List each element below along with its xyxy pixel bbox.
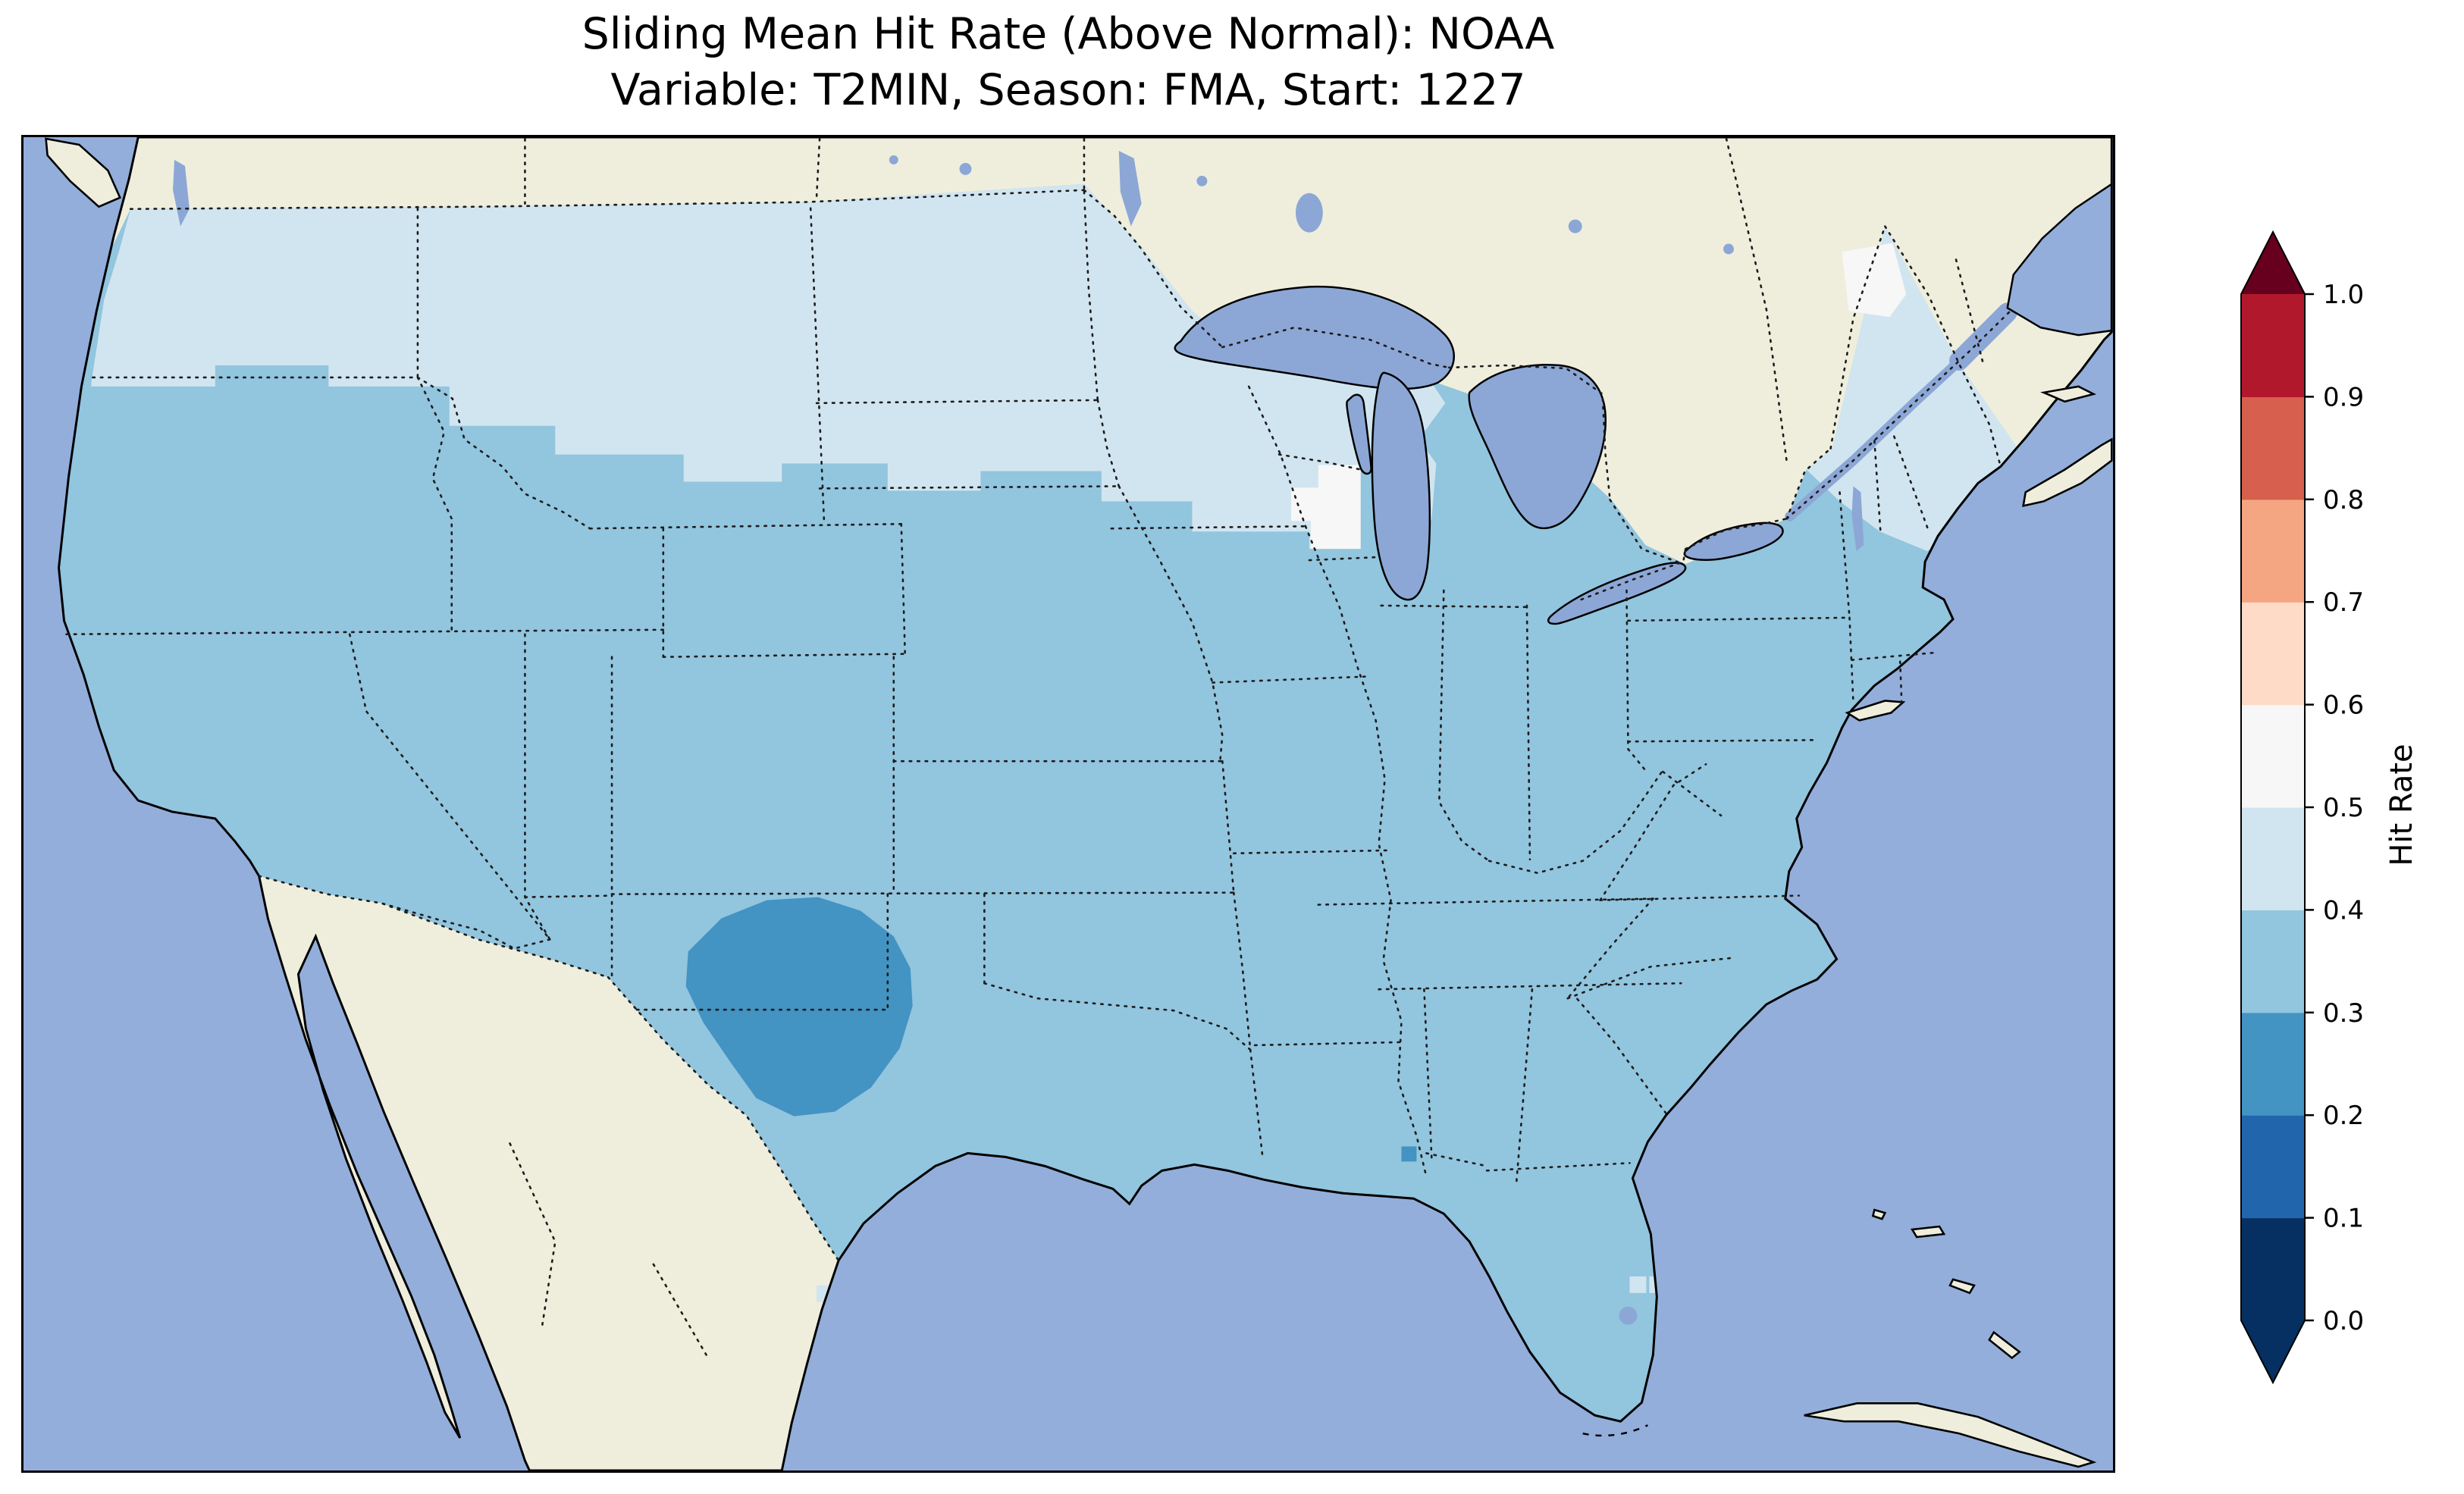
prince-edward-island xyxy=(2040,385,2097,403)
colorbar-segment xyxy=(2241,807,2305,910)
colorbar-tick-label: 0.1 xyxy=(2323,1204,2364,1234)
puget-sound xyxy=(173,159,190,227)
colorbar-segment xyxy=(2241,704,2305,808)
long-island xyxy=(1845,700,1906,722)
lake-nipigon xyxy=(1295,193,1323,233)
colorbar-segment xyxy=(2241,1115,2305,1219)
colorbar-tick-label: 0.9 xyxy=(2323,382,2364,412)
nova-scotia xyxy=(2022,437,2113,508)
title-line-2: Variable: T2MIN, Season: FMA, Start: 122… xyxy=(610,65,1526,116)
lake-erie xyxy=(1547,562,1687,625)
region-new-england-pale xyxy=(1806,226,2027,552)
region-wisconsin-white xyxy=(1290,465,1361,550)
state-borders xyxy=(65,190,1939,1185)
st-lawrence-river xyxy=(1785,345,1977,521)
colorbar-axis-label: Hit Rate xyxy=(2384,744,2419,866)
islands xyxy=(45,137,2113,1468)
colorbar-tick-label: 0.0 xyxy=(2323,1306,2364,1336)
colorbar-segment xyxy=(2241,499,2305,603)
colorbar-tick-label: 0.3 xyxy=(2323,998,2364,1029)
colorbar-svg: 0.0 0.1 0.2 0.3 0.4 0.5 0.6 0.7 0.8 0.9 1.0 xyxy=(2240,230,2364,1385)
colorbar-extend-over xyxy=(2241,232,2305,294)
colorbar-segment xyxy=(2241,910,2305,1013)
region-northern-pale xyxy=(91,183,1446,550)
lake-huron xyxy=(1468,364,1607,530)
lake-superior xyxy=(1174,285,1455,390)
colorbar-tick-label: 0.4 xyxy=(2323,895,2364,926)
colorbar-tick-label: 0.7 xyxy=(2323,587,2364,618)
lake-champlain xyxy=(1851,486,1864,552)
cell-mobile-bay xyxy=(1401,1146,1417,1162)
colorbar-tick-label: 0.8 xyxy=(2323,485,2364,515)
vancouver-island xyxy=(45,137,121,208)
colorbar-segment xyxy=(2241,602,2305,706)
small-lake xyxy=(959,162,972,175)
figure-title: Sliding Mean Hit Rate (Above Normal): NO… xyxy=(21,6,2115,118)
colorbar-segment xyxy=(2241,294,2305,397)
title-line-1: Sliding Mean Hit Rate (Above Normal): NO… xyxy=(582,9,1555,59)
us-mexico-border xyxy=(258,875,610,979)
cell-south-florida-1 xyxy=(1629,1276,1647,1293)
bahamas-island xyxy=(1871,1208,1887,1220)
green-bay xyxy=(1346,393,1372,475)
small-lake xyxy=(1723,243,1735,255)
small-lake xyxy=(889,155,898,164)
colorbar-segment xyxy=(2241,1217,2305,1321)
great-lakes xyxy=(1174,285,1784,625)
colorbar-tick-label: 0.6 xyxy=(2323,691,2364,721)
political-borders xyxy=(65,137,2014,1356)
colorbar-segment xyxy=(2241,396,2305,500)
region-west-texas-dark xyxy=(685,897,913,1117)
us-map xyxy=(24,137,2113,1471)
us-canada-border xyxy=(129,189,1086,210)
map-axes xyxy=(21,135,2115,1473)
bahamas-island xyxy=(1911,1225,1946,1239)
cuba xyxy=(1804,1402,2097,1468)
bahamas-island xyxy=(1988,1330,2021,1360)
province-borders xyxy=(509,137,1985,1356)
lake-michigan xyxy=(1371,371,1431,601)
bahamas-island xyxy=(1948,1278,1976,1295)
lake-ontario xyxy=(1683,521,1784,561)
small-lake xyxy=(1196,175,1208,186)
lake-okeechobee xyxy=(1619,1306,1638,1325)
region-maine-white xyxy=(1842,243,1907,318)
colorbar-extend-under xyxy=(2241,1320,2305,1383)
colorbar: 0.0 0.1 0.2 0.3 0.4 0.5 0.6 0.7 0.8 0.9 1.0 xyxy=(2238,227,2435,1387)
colorbar-tick-label: 0.2 xyxy=(2323,1101,2364,1131)
colorbar-segment xyxy=(2241,1012,2305,1116)
colorbar-tick-label: 1.0 xyxy=(2323,280,2364,310)
colorbar-tick-label: 0.5 xyxy=(2323,793,2364,823)
gulf-of-st-lawrence xyxy=(2006,182,2113,337)
small-lake xyxy=(1568,219,1582,233)
